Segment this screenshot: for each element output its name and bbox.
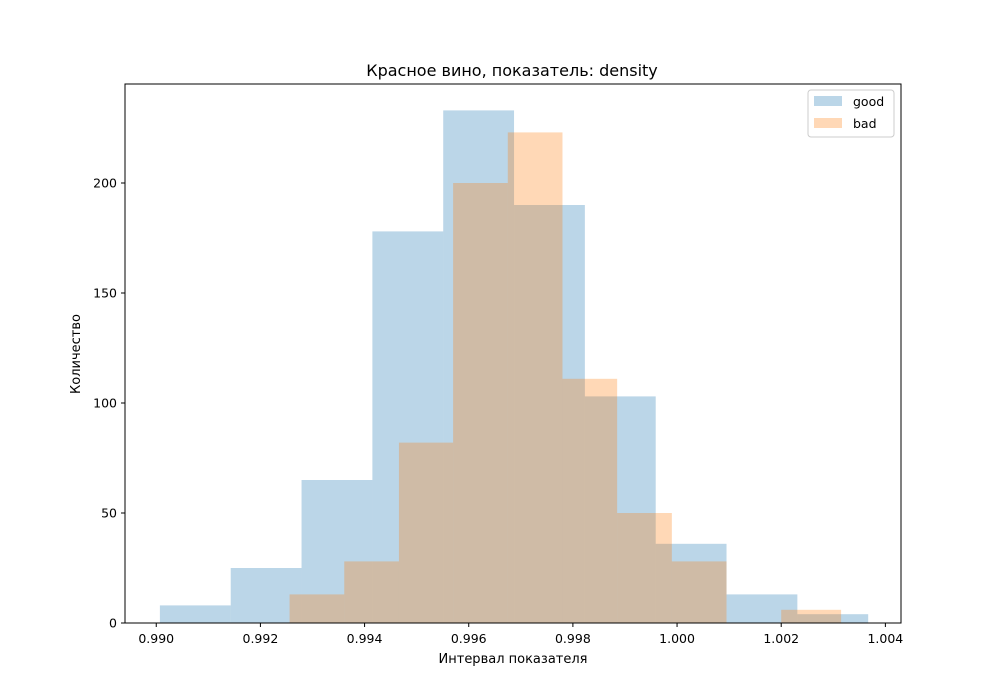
bar-bad-3 (453, 183, 508, 623)
x-tick-label: 1.002 (763, 631, 799, 646)
x-tick-label: 0.990 (138, 631, 174, 646)
bar-good-4 (443, 110, 515, 623)
x-tick-label: 0.992 (243, 631, 279, 646)
bar-bad-4 (507, 132, 563, 623)
bar-good-9 (797, 614, 869, 623)
bar-bad-7 (671, 561, 727, 623)
bars-layer (159, 110, 869, 623)
legend: good bad (807, 89, 895, 138)
bar-good-0 (159, 605, 231, 623)
bar-good-7 (655, 543, 727, 623)
x-tick-label: 1.000 (659, 631, 695, 646)
x-axis-label: Интервал показателя (439, 652, 588, 667)
bar-good-5 (514, 205, 585, 623)
bar-good-8 (726, 594, 798, 623)
y-tick-label: 0 (109, 616, 117, 631)
bar-good-2 (301, 480, 373, 623)
y-axis-label: Количество (69, 314, 84, 394)
bar-good-3 (372, 231, 444, 623)
y-axis: 0 50 100 150 200 (93, 176, 125, 631)
legend-label-bad: bad (853, 116, 877, 131)
legend-swatch-good (814, 96, 842, 106)
plot-frame (124, 83, 902, 624)
legend-frame (807, 89, 895, 138)
x-axis: 0.990 0.992 0.994 0.996 0.998 1.000 1.002 1.004 (138, 623, 903, 646)
y-tick-label: 50 (101, 506, 117, 521)
bar-bad-9 (781, 609, 842, 623)
series-good (159, 110, 869, 623)
y-tick-label: 100 (93, 396, 117, 411)
bar-bad-0 (289, 594, 345, 623)
bar-bad-6 (617, 513, 672, 623)
series-bad (289, 132, 842, 623)
bar-bad-1 (344, 561, 399, 623)
bar-bad-2 (398, 442, 454, 623)
x-tick-label: 1.004 (867, 631, 903, 646)
bar-bad-5 (562, 378, 618, 623)
legend-swatch-bad (814, 118, 842, 128)
x-tick-label: 0.994 (347, 631, 383, 646)
bar-good-1 (230, 568, 302, 623)
bar-good-6 (584, 396, 656, 623)
chart-title: Красное вино, показатель: density (366, 61, 658, 80)
y-tick-label: 200 (93, 176, 117, 191)
x-tick-label: 0.998 (555, 631, 591, 646)
x-tick-label: 0.996 (451, 631, 487, 646)
y-tick-label: 150 (93, 286, 117, 301)
legend-label-good: good (853, 94, 884, 109)
